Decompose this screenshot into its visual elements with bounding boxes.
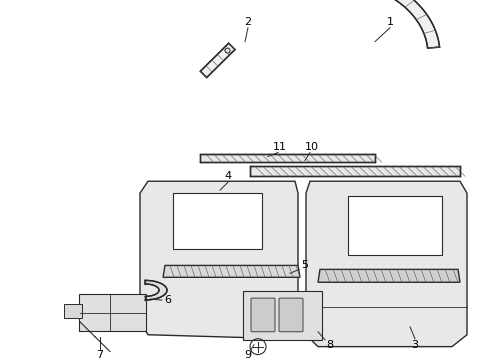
Polygon shape [145,280,167,300]
Polygon shape [140,181,298,339]
FancyBboxPatch shape [173,193,262,249]
FancyBboxPatch shape [243,291,322,340]
Text: 3: 3 [412,339,418,350]
Polygon shape [275,0,440,48]
Polygon shape [318,269,460,282]
Text: 2: 2 [245,17,251,27]
Text: 7: 7 [97,350,103,360]
FancyBboxPatch shape [279,298,303,332]
Text: 1: 1 [387,17,393,27]
Text: 9: 9 [245,350,251,360]
FancyBboxPatch shape [251,298,275,332]
FancyBboxPatch shape [79,294,146,331]
Polygon shape [163,265,300,277]
Text: 11: 11 [273,141,287,152]
Text: 4: 4 [224,171,232,181]
Polygon shape [306,181,467,347]
FancyBboxPatch shape [64,304,82,318]
Polygon shape [200,153,375,162]
Polygon shape [250,166,460,176]
Text: 8: 8 [326,339,334,350]
Text: 10: 10 [305,141,319,152]
Text: 6: 6 [165,295,172,305]
FancyBboxPatch shape [348,196,442,255]
Text: 5: 5 [301,260,309,270]
Polygon shape [200,43,235,77]
